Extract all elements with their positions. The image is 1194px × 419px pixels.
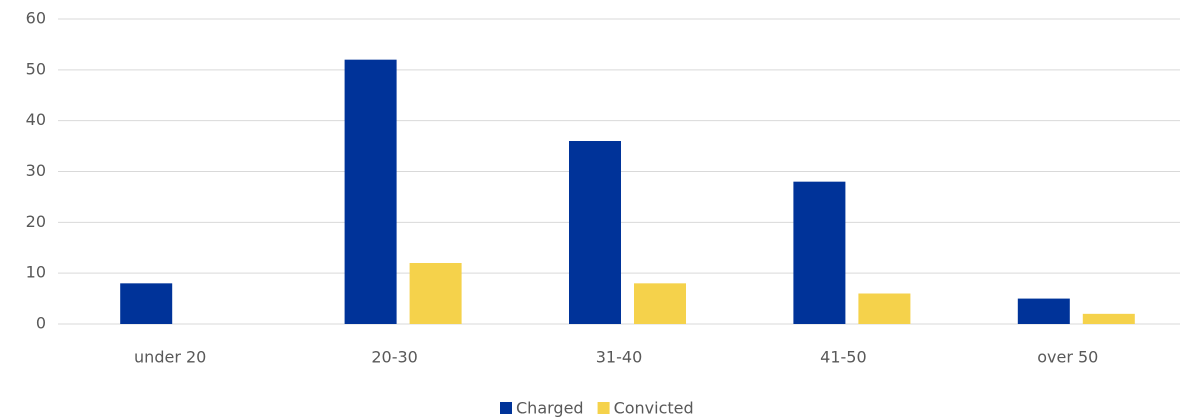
y-tick-label: 50 [26, 59, 46, 78]
bar [409, 263, 462, 324]
legend-label: Charged [516, 399, 584, 418]
bar [1082, 313, 1135, 324]
bar [344, 59, 397, 325]
bar [1017, 298, 1070, 324]
y-tick-label: 20 [26, 212, 46, 231]
bar [569, 141, 621, 324]
y-tick-label: 10 [26, 263, 46, 282]
legend-swatch [500, 402, 512, 414]
y-tick-label: 60 [26, 9, 46, 28]
bar [793, 181, 846, 324]
legend-label: Convicted [614, 399, 694, 418]
x-tick-label: over 50 [1037, 348, 1098, 367]
y-tick-label: 40 [26, 110, 46, 129]
x-tick-label: under 20 [134, 348, 206, 367]
bar [120, 283, 173, 324]
bar [858, 293, 911, 324]
legend-swatch [597, 402, 610, 414]
bar [634, 283, 686, 324]
x-tick-label: 20-30 [371, 348, 418, 367]
x-tick-label: 31-40 [596, 348, 643, 367]
y-tick-label: 30 [26, 161, 46, 180]
x-tick-label: 41-50 [820, 348, 867, 367]
y-tick-label: 0 [36, 314, 46, 333]
